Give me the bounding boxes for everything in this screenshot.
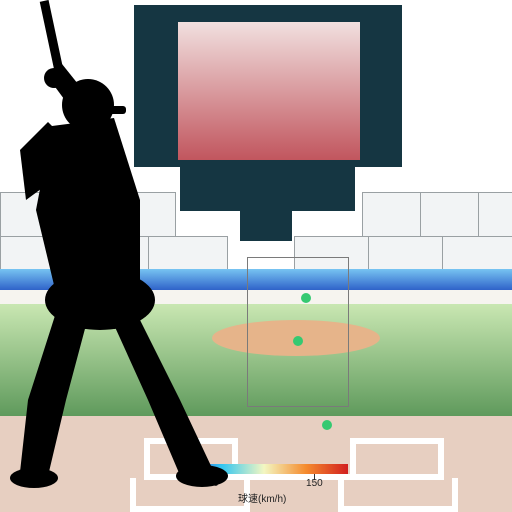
stands-segment xyxy=(442,236,512,270)
pitch-marker xyxy=(293,336,303,346)
pitch-marker xyxy=(322,420,332,430)
stands-segment xyxy=(368,236,448,270)
plate-line xyxy=(452,478,458,512)
plate-line xyxy=(350,438,356,478)
plate-line xyxy=(438,438,444,478)
speed-tick-label: 150 xyxy=(306,478,323,489)
plate-line xyxy=(350,438,444,444)
strike-zone xyxy=(247,257,349,407)
pitch-location-chart: 100150 球速(km/h) xyxy=(0,0,512,512)
plate-line xyxy=(338,506,458,512)
plate-line xyxy=(338,478,344,512)
batter-silhouette xyxy=(0,0,250,500)
plate-line xyxy=(130,506,250,512)
pitch-marker xyxy=(301,293,311,303)
